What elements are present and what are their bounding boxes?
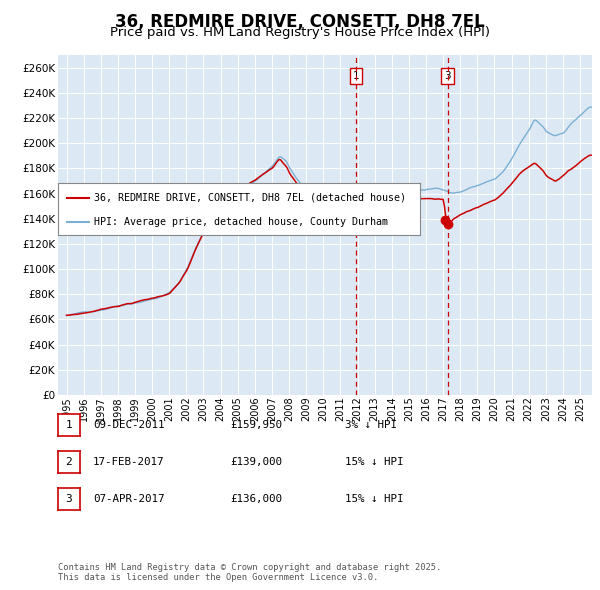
Text: 15% ↓ HPI: 15% ↓ HPI bbox=[345, 494, 404, 504]
Text: 15% ↓ HPI: 15% ↓ HPI bbox=[345, 457, 404, 467]
Text: 1: 1 bbox=[353, 71, 359, 81]
Text: 2: 2 bbox=[65, 457, 73, 467]
Text: 1: 1 bbox=[65, 420, 73, 430]
Text: £136,000: £136,000 bbox=[230, 494, 282, 504]
Text: 36, REDMIRE DRIVE, CONSETT, DH8 7EL (detached house): 36, REDMIRE DRIVE, CONSETT, DH8 7EL (det… bbox=[94, 192, 406, 202]
Text: 3: 3 bbox=[445, 71, 451, 81]
Point bbox=[440, 215, 450, 225]
Point bbox=[443, 219, 452, 228]
Text: HPI: Average price, detached house, County Durham: HPI: Average price, detached house, Coun… bbox=[94, 217, 388, 227]
Text: 3: 3 bbox=[65, 494, 73, 504]
Text: £139,000: £139,000 bbox=[230, 457, 282, 467]
Point bbox=[352, 189, 361, 198]
Text: 07-APR-2017: 07-APR-2017 bbox=[93, 494, 164, 504]
Text: £159,950: £159,950 bbox=[230, 420, 282, 430]
Text: 09-DEC-2011: 09-DEC-2011 bbox=[93, 420, 164, 430]
Text: 17-FEB-2017: 17-FEB-2017 bbox=[93, 457, 164, 467]
Text: 3% ↓ HPI: 3% ↓ HPI bbox=[345, 420, 397, 430]
Text: Price paid vs. HM Land Registry's House Price Index (HPI): Price paid vs. HM Land Registry's House … bbox=[110, 26, 490, 39]
Text: 36, REDMIRE DRIVE, CONSETT, DH8 7EL: 36, REDMIRE DRIVE, CONSETT, DH8 7EL bbox=[115, 13, 485, 31]
Text: Contains HM Land Registry data © Crown copyright and database right 2025.
This d: Contains HM Land Registry data © Crown c… bbox=[58, 563, 441, 582]
